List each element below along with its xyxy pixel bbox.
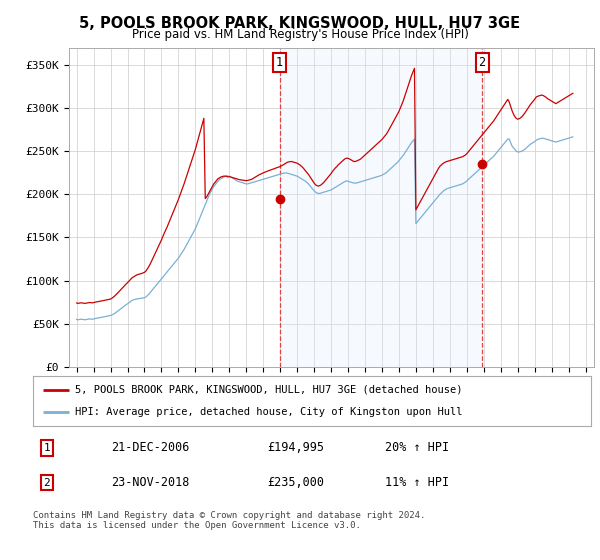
Text: 2: 2 — [478, 55, 485, 68]
Text: £235,000: £235,000 — [268, 476, 325, 489]
Text: HPI: Average price, detached house, City of Kingston upon Hull: HPI: Average price, detached house, City… — [75, 407, 463, 417]
Bar — [280, 48, 482, 367]
Text: 1: 1 — [276, 55, 283, 68]
Text: 2: 2 — [44, 478, 50, 488]
Text: 11% ↑ HPI: 11% ↑ HPI — [385, 476, 449, 489]
Text: 20% ↑ HPI: 20% ↑ HPI — [385, 441, 449, 454]
Text: 21-DEC-2006: 21-DEC-2006 — [111, 441, 190, 454]
Text: 1: 1 — [44, 443, 50, 453]
Text: Contains HM Land Registry data © Crown copyright and database right 2024.
This d: Contains HM Land Registry data © Crown c… — [33, 511, 425, 530]
Text: 5, POOLS BROOK PARK, KINGSWOOD, HULL, HU7 3GE (detached house): 5, POOLS BROOK PARK, KINGSWOOD, HULL, HU… — [75, 385, 463, 395]
Text: 5, POOLS BROOK PARK, KINGSWOOD, HULL, HU7 3GE: 5, POOLS BROOK PARK, KINGSWOOD, HULL, HU… — [79, 16, 521, 31]
Text: Price paid vs. HM Land Registry's House Price Index (HPI): Price paid vs. HM Land Registry's House … — [131, 28, 469, 41]
Text: 23-NOV-2018: 23-NOV-2018 — [111, 476, 190, 489]
Text: £194,995: £194,995 — [268, 441, 325, 454]
